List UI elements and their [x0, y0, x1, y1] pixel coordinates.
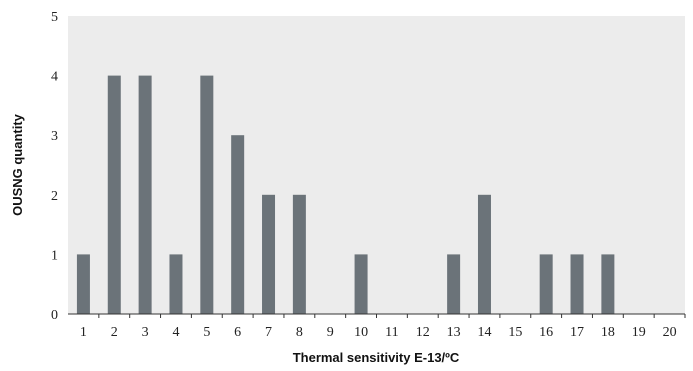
- bars-group: [76, 75, 615, 314]
- bar-2: [107, 75, 121, 314]
- x-tick-label-7: 7: [265, 325, 272, 340]
- y-tick-label-1: 1: [51, 248, 58, 263]
- y-axis-label: OUSNG quantity: [10, 113, 25, 216]
- y-tick-label-3: 3: [51, 129, 58, 144]
- x-tick-label-4: 4: [172, 325, 179, 340]
- x-tick-label-6: 6: [234, 325, 241, 340]
- y-tick-label-5: 5: [51, 10, 58, 25]
- plot-area: [68, 16, 685, 314]
- x-tick-label-9: 9: [327, 325, 334, 340]
- x-tick-label-8: 8: [296, 325, 303, 340]
- x-tick-label-14: 14: [477, 325, 491, 340]
- y-tick-label-0: 0: [51, 308, 58, 323]
- bar-4: [169, 254, 183, 314]
- x-tick-labels: 1 2 3 4 5 6 7 8 9 10 11 12 13 14 15 16 17 18 19 20: [80, 325, 677, 340]
- x-tick-label-19: 19: [632, 325, 646, 340]
- bar-5: [200, 75, 214, 314]
- x-tick-label-5: 5: [203, 325, 210, 340]
- bar-18: [601, 254, 615, 314]
- y-tick-label-2: 2: [51, 189, 58, 204]
- x-tick-label-3: 3: [142, 325, 149, 340]
- x-tick-label-1: 1: [80, 325, 87, 340]
- y-tick-label-4: 4: [51, 70, 58, 85]
- bar-1: [76, 254, 90, 314]
- x-tick-label-12: 12: [416, 325, 430, 340]
- bar-3: [138, 75, 152, 314]
- x-tick-label-16: 16: [539, 325, 553, 340]
- x-tick-label-20: 20: [663, 325, 677, 340]
- y-tick-labels: 0 1 2 3 4 5: [51, 10, 58, 323]
- bar-17: [570, 254, 584, 314]
- bar-8: [292, 194, 306, 314]
- bar-10: [354, 254, 368, 314]
- x-axis-label: Thermal sensitivity E-13/ºC: [293, 350, 460, 365]
- x-tick-label-13: 13: [447, 325, 461, 340]
- bar-13: [447, 254, 461, 314]
- bar-14: [477, 194, 491, 314]
- x-tick-label-17: 17: [570, 325, 584, 340]
- x-tick-label-10: 10: [354, 325, 368, 340]
- x-tick-marks: [98, 314, 686, 318]
- bar-16: [539, 254, 553, 314]
- x-tick-label-18: 18: [601, 325, 615, 340]
- x-tick-label-11: 11: [385, 325, 398, 340]
- x-tick-label-2: 2: [111, 325, 118, 340]
- bar-7: [262, 194, 276, 314]
- x-tick-label-15: 15: [508, 325, 522, 340]
- bar-6: [231, 135, 245, 314]
